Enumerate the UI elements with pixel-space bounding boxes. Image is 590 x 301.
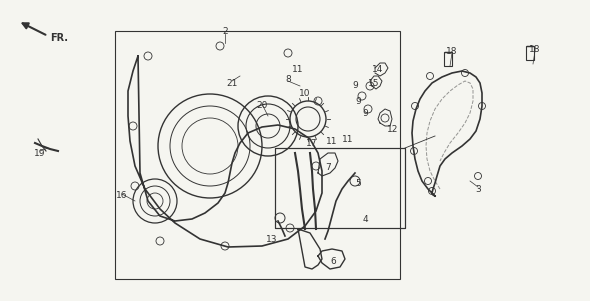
Text: 7: 7	[325, 163, 331, 172]
Text: 2: 2	[222, 26, 228, 36]
Text: 18: 18	[529, 45, 541, 54]
Text: 9: 9	[355, 97, 361, 105]
Text: 17: 17	[306, 138, 318, 147]
Text: 5: 5	[355, 178, 361, 188]
Text: 3: 3	[475, 185, 481, 194]
Text: 11: 11	[292, 64, 304, 73]
Bar	[275, 148, 405, 228]
Text: 16: 16	[116, 191, 128, 200]
Text: 14: 14	[372, 64, 384, 73]
Text: 4: 4	[362, 215, 368, 224]
Text: 19: 19	[34, 148, 46, 157]
Bar	[444, 52, 452, 66]
Text: 6: 6	[330, 256, 336, 265]
Text: 8: 8	[285, 75, 291, 83]
Text: 15: 15	[368, 79, 380, 88]
Bar	[115, 31, 400, 279]
Text: 13: 13	[266, 234, 278, 244]
Text: 12: 12	[387, 125, 399, 134]
Text: 11: 11	[342, 135, 354, 144]
Text: 9: 9	[362, 108, 368, 117]
Text: 9: 9	[352, 82, 358, 91]
Bar	[275, 148, 405, 228]
Text: 18: 18	[446, 46, 458, 55]
Bar	[526, 46, 534, 60]
Text: 21: 21	[227, 79, 238, 88]
Text: FR.: FR.	[50, 33, 68, 43]
Text: 20: 20	[256, 101, 268, 110]
Text: 11: 11	[326, 136, 337, 145]
Text: 10: 10	[299, 88, 311, 98]
